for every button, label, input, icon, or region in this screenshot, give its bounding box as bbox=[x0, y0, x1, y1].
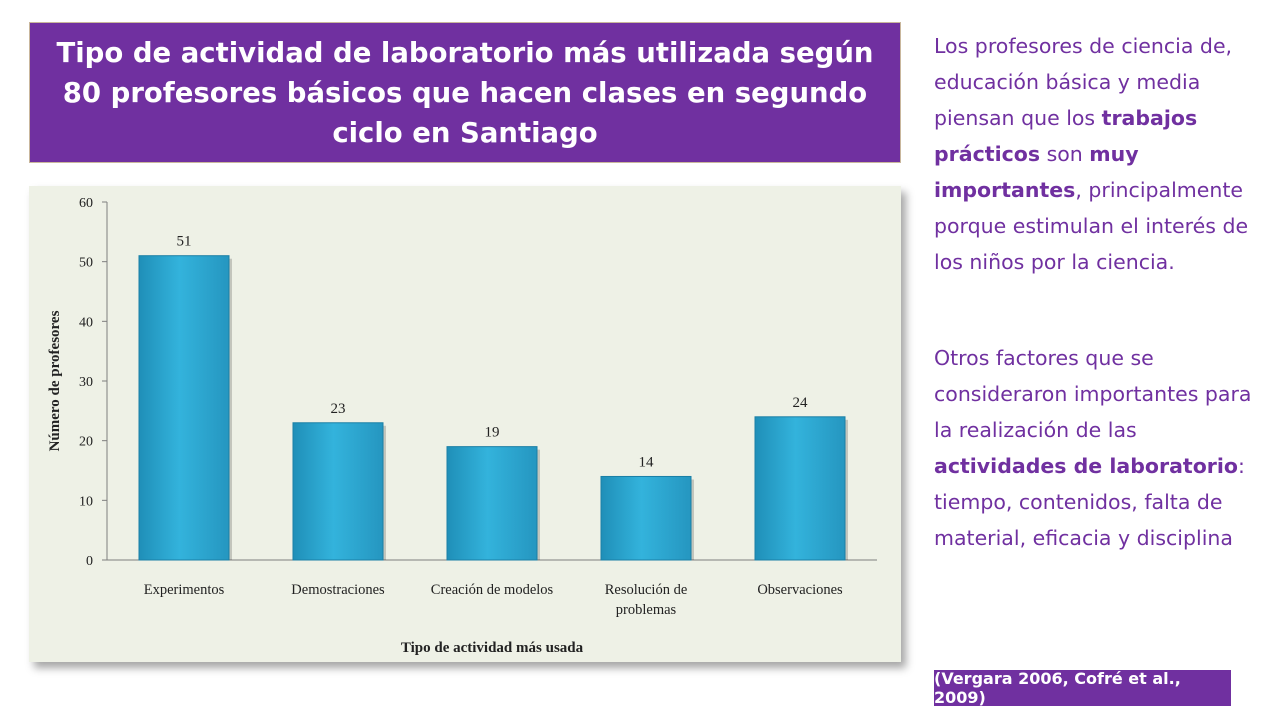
bar bbox=[754, 416, 846, 561]
bar-value-label: 51 bbox=[177, 234, 192, 250]
p2-emph-lab-activities: actividades de laboratorio bbox=[934, 454, 1239, 478]
y-axis-title: Número de profesores bbox=[47, 310, 63, 451]
y-tick-label: 0 bbox=[86, 554, 93, 569]
p2-text-c: : tiempo, contenidos, falta de material,… bbox=[934, 454, 1245, 550]
x-category-label: Experimentos bbox=[144, 582, 225, 598]
bar-value-label: 23 bbox=[331, 401, 346, 417]
y-tick-label: 30 bbox=[79, 375, 93, 390]
bar-value-label: 24 bbox=[793, 395, 809, 411]
bar bbox=[600, 475, 692, 561]
y-tick-label: 40 bbox=[79, 315, 93, 330]
slide-title: Tipo de actividad de laboratorio más uti… bbox=[56, 36, 874, 149]
x-category-label: Resolución de bbox=[605, 582, 688, 598]
y-tick-label: 20 bbox=[79, 435, 93, 450]
p1-text-e: , principalmente porque estimulan el int… bbox=[934, 178, 1249, 274]
p2-text-a: Otros factores que se consideraron impor… bbox=[934, 346, 1252, 442]
bar-chart: 0 10 20 30 40 50 60 51 Experimentos 23 Demostracio… bbox=[47, 196, 877, 656]
citation-badge: (Vergara 2006, Cofré et al., 2009) bbox=[934, 669, 1231, 707]
x-category-label: problemas bbox=[616, 602, 677, 618]
p1-emph-practical-work: trabajos prácticos bbox=[934, 106, 1198, 166]
x-category-label: Creación de modelos bbox=[431, 582, 554, 598]
paragraph-1: Los profesores de ciencia de, educación … bbox=[934, 28, 1264, 280]
bar-value-label: 19 bbox=[485, 425, 500, 441]
bar bbox=[446, 446, 538, 561]
title-banner: Tipo de actividad de laboratorio más uti… bbox=[29, 22, 901, 163]
p1-text-c: son bbox=[1040, 142, 1090, 166]
paragraph-2: Otros factores que se consideraron impor… bbox=[934, 340, 1264, 556]
bar-value-label: 14 bbox=[639, 454, 655, 470]
x-category-label: Observaciones bbox=[757, 582, 843, 598]
p1-emph-very-important: muy importantes bbox=[934, 142, 1139, 202]
y-tick-label: 50 bbox=[79, 256, 93, 271]
bar bbox=[292, 422, 384, 561]
p1-text-a: Los profesores de ciencia de, educación … bbox=[934, 34, 1233, 130]
side-text: Los profesores de ciencia de, educación … bbox=[934, 28, 1264, 556]
x-axis-title: Tipo de actividad más usada bbox=[401, 640, 584, 656]
chart-panel: 0 10 20 30 40 50 60 51 Experimentos 23 Demostracio… bbox=[29, 186, 901, 662]
bar bbox=[138, 255, 230, 561]
x-category-label: Demostraciones bbox=[291, 582, 385, 598]
y-tick-label: 60 bbox=[79, 196, 93, 211]
y-tick-label: 10 bbox=[79, 494, 93, 509]
